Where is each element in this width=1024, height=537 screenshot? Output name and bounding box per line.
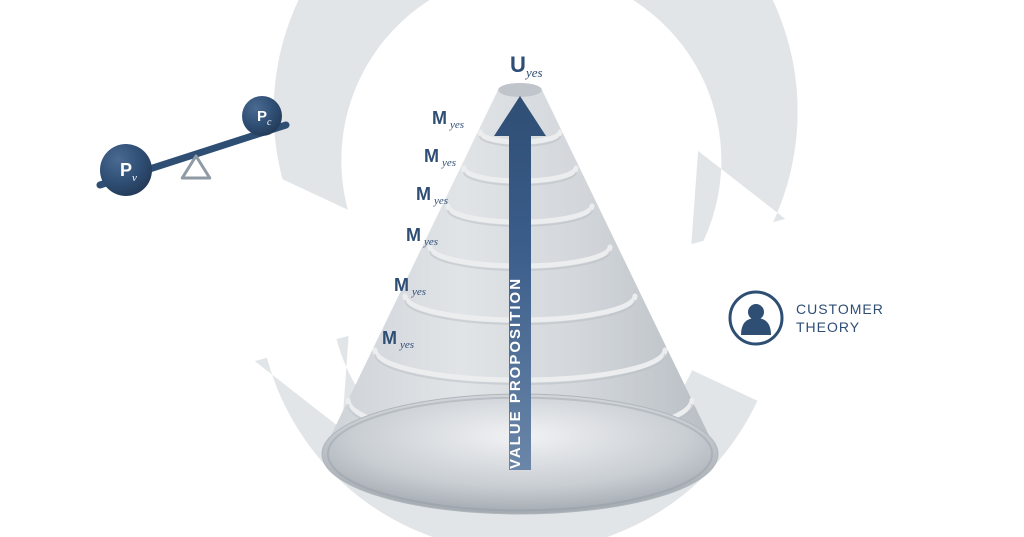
- m-label-item: Myes: [416, 184, 448, 207]
- m-main: M: [394, 275, 409, 295]
- m-main: M: [424, 146, 439, 166]
- m-sub: yes: [449, 119, 464, 131]
- customer-line2: THEORY: [796, 319, 860, 335]
- pv-sub: v: [132, 172, 137, 184]
- customer-icon-body: [741, 318, 771, 335]
- u-main: U: [510, 52, 526, 77]
- m-sub: yes: [399, 339, 414, 351]
- m-sub: yes: [411, 286, 426, 298]
- pv-main: P: [120, 160, 132, 180]
- pc-main: P: [257, 108, 267, 125]
- customer-icon-head: [748, 304, 764, 320]
- seesaw: PvPc: [100, 96, 286, 196]
- m-main: M: [416, 184, 431, 204]
- u-label: Uyes: [510, 52, 543, 80]
- m-main: M: [432, 108, 447, 128]
- m-main: M: [382, 328, 397, 348]
- m-main: M: [406, 225, 421, 245]
- diagram-svg: VALUE PROPOSITION MyesMyesMyesMyesMyesMy…: [0, 0, 1024, 537]
- m-sub: yes: [433, 195, 448, 207]
- m-label-item: Myes: [432, 108, 464, 131]
- m-sub: yes: [423, 236, 438, 248]
- diagram-stage: VALUE PROPOSITION MyesMyesMyesMyesMyesMy…: [0, 0, 1024, 537]
- customer-line1: CUSTOMER: [796, 301, 884, 317]
- m-sub: yes: [441, 157, 456, 169]
- m-label-item: Myes: [424, 146, 456, 169]
- u-sub: yes: [524, 65, 543, 80]
- cone-top-open: [498, 83, 542, 97]
- vp-label: VALUE PROPOSITION: [507, 277, 524, 469]
- pc-sub: c: [267, 117, 272, 128]
- customer-theory: CUSTOMER THEORY: [730, 292, 884, 344]
